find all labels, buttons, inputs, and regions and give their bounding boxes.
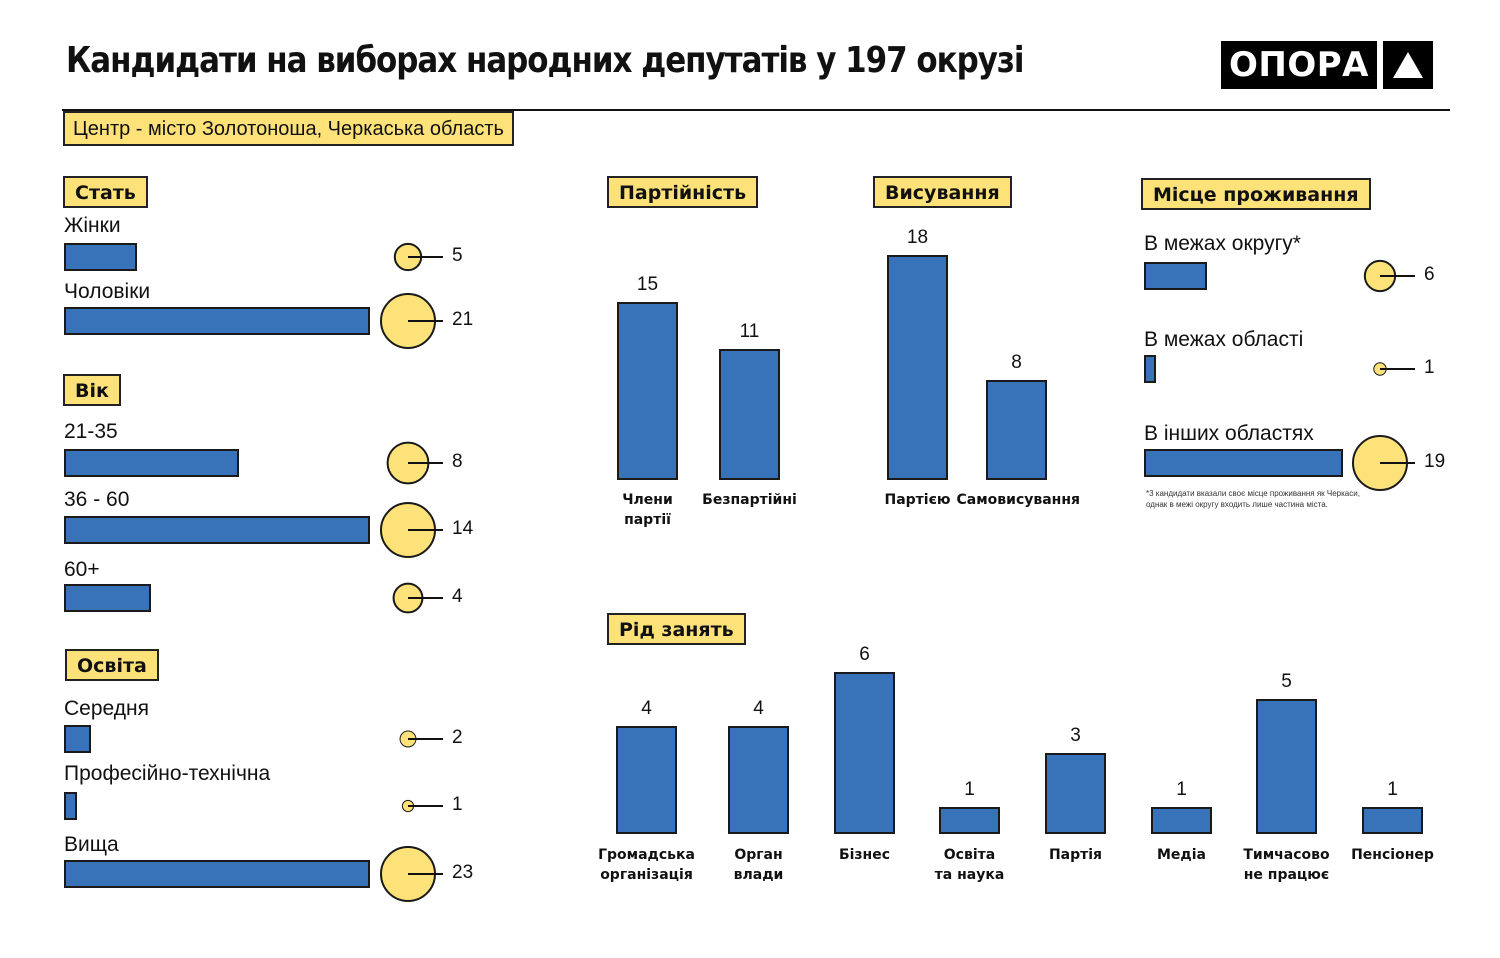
category-label: Партією [884,492,951,508]
bar [617,301,678,480]
value-label: 18 [906,227,929,248]
value-label: 1 [1387,779,1398,800]
value-label: 1 [1424,357,1435,378]
logo-text: ОПОРА [1221,41,1377,89]
page-title: Кандидати на виборах народних депутатів … [66,40,1024,81]
value-label: 23 [452,862,474,883]
value-label: 8 [1011,352,1022,373]
category-label: В межах області [1144,328,1304,351]
bar [1045,753,1106,834]
value-label: 1 [452,794,463,815]
bar [887,255,948,480]
section-title: Висування [873,176,1012,208]
category-label: Бізнес [838,847,891,863]
value-label: 4 [753,698,764,719]
value-label: 4 [641,698,652,719]
category-label: Освіта та наука [934,847,1005,883]
category-label: 21-35 [64,420,118,443]
category-label: Самовисування [956,492,1081,508]
bar [986,380,1047,480]
category-label: Середня [64,697,149,720]
category-label: В межах округу* [1144,232,1301,255]
bar [1256,699,1317,834]
bar [64,860,370,888]
bar [1144,262,1207,290]
section-title: Партійність [607,176,759,208]
header-divider [62,109,1450,111]
section-title: Рід занять [607,613,746,645]
category-label: Орган влади [733,847,784,883]
section-title: Вік [63,374,121,406]
bar [939,807,1000,834]
bar [1144,355,1156,383]
value-label: 1 [964,779,975,800]
bar [719,349,780,480]
bar [64,243,137,271]
category-label: Безпартійні [702,492,797,508]
bar [616,726,677,834]
bar [64,307,370,335]
category-label: Медіа [1157,847,1206,863]
section-title: Стать [63,176,148,208]
district-center-label: Центр - місто Золотоноша, Черкаська обла… [63,111,514,146]
footnote: однак в межі округу входить лише частина… [1146,500,1328,509]
category-label: Пенсіонер [1351,847,1434,863]
triangle-up-icon [1383,41,1433,89]
value-label: 6 [859,644,870,665]
opora-logo: ОПОРА [1221,41,1433,89]
value-label: 6 [1424,264,1435,285]
bar [64,516,370,544]
category-label: Громадська організація [598,847,695,883]
section-title: Освіта [65,649,159,681]
bar [728,726,789,834]
bar [1151,807,1212,834]
category-label: Вища [64,833,119,856]
category-label: Професійно-технічна [64,762,271,785]
value-label: 21 [452,309,474,330]
bar [1144,449,1343,477]
value-label: 4 [452,586,463,607]
category-label: Члени партії [622,492,673,528]
value-label: 3 [1070,725,1081,746]
value-label: 2 [452,727,463,748]
bar [64,584,152,612]
category-label: Партія [1048,847,1103,863]
category-label: В інших областях [1144,422,1314,445]
section-title: Місце проживання [1141,178,1371,210]
category-label: Тимчасово не працює [1243,847,1330,883]
bar [64,449,239,477]
bar [64,792,78,820]
value-label: 1 [1176,779,1187,800]
bar [1362,807,1423,834]
bar [834,672,895,834]
value-label: 5 [1281,671,1292,692]
value-label: 14 [452,518,474,539]
category-label: Жінки [64,214,121,237]
category-label: 36 - 60 [64,488,130,511]
bar [64,725,91,753]
category-label: Чоловіки [64,280,151,303]
category-label: 60+ [64,558,100,581]
value-label: 11 [739,321,760,343]
value-label: 19 [1424,451,1446,472]
value-label: 15 [636,273,659,295]
value-label: 5 [452,245,463,266]
footnote: *3 кандидати вказали своє місце проживан… [1146,489,1360,498]
value-label: 8 [452,451,463,472]
